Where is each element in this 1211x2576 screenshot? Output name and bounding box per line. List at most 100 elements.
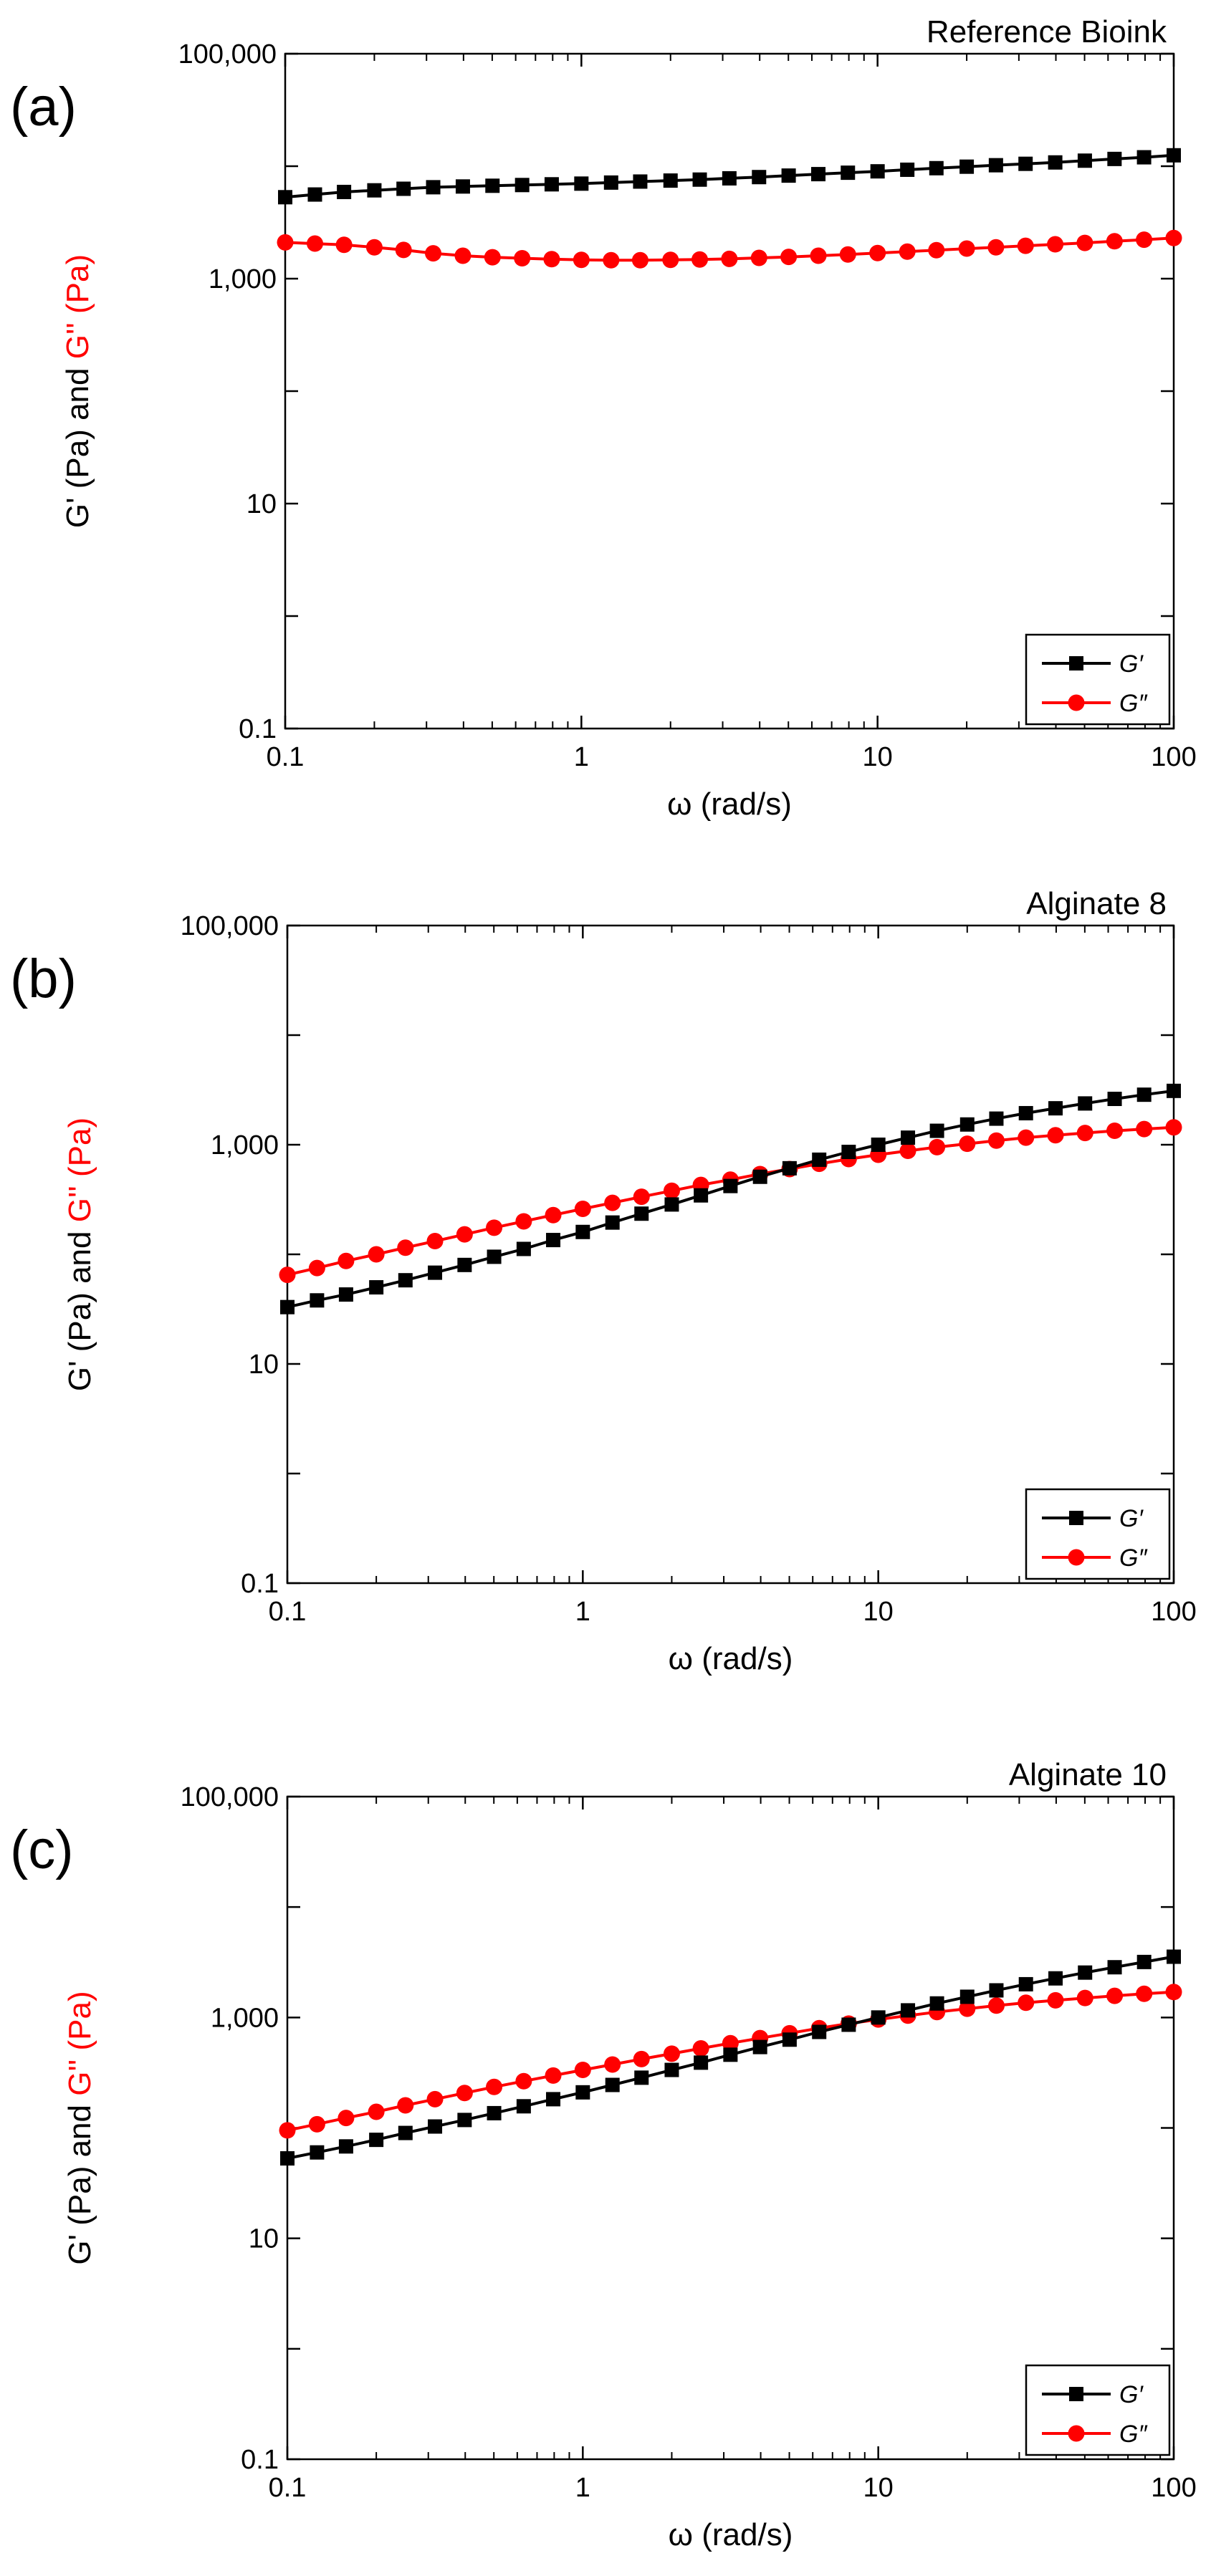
data-point (455, 179, 470, 194)
data-point (633, 1188, 650, 1206)
data-point (839, 246, 856, 263)
data-point (338, 1287, 353, 1302)
data-point (1018, 1976, 1033, 1991)
panel-label: (c) (10, 1820, 74, 1880)
data-point (664, 1197, 679, 1212)
data-point (1167, 1949, 1181, 1964)
data-point (1047, 236, 1064, 253)
y-tick-label: 0.1 (241, 1569, 279, 1599)
data-point (1107, 151, 1122, 166)
legend-marker (1069, 656, 1083, 671)
y-axis-label: G' (Pa) and G'' (Pa) (62, 1118, 97, 1391)
x-tick-label: 0.1 (269, 2473, 307, 2503)
legend-label: G″ (1119, 690, 1147, 717)
data-point (485, 178, 500, 193)
data-point (456, 1226, 473, 1243)
data-point (487, 2105, 502, 2120)
data-point (428, 2119, 443, 2134)
x-tick-label: 100 (1151, 742, 1196, 772)
data-point (308, 1259, 325, 1277)
data-point (1167, 148, 1181, 163)
legend: G′ G″ (1025, 633, 1171, 726)
legend-box (1025, 633, 1171, 726)
data-point (900, 162, 915, 177)
data-point (278, 190, 292, 205)
y-axis-label: G' (Pa) and G'' (Pa) (60, 254, 95, 528)
legend: G′ G″ (1025, 1488, 1171, 1580)
data-point (811, 167, 826, 182)
data-point (1136, 1120, 1153, 1138)
y-tick-label: 10 (249, 1350, 279, 1380)
data-point (633, 174, 648, 189)
data-point (1048, 1971, 1063, 1986)
series-g-prime (280, 1949, 1181, 2166)
data-point (870, 164, 885, 179)
series-line (287, 1089, 1174, 1309)
data-point (308, 2115, 325, 2133)
data-point (899, 243, 916, 260)
data-point (989, 1983, 1004, 1998)
y-axis-label-gdoubleprime: G'' (Pa) (60, 254, 95, 359)
data-point (691, 251, 709, 268)
data-point (901, 2003, 916, 2018)
data-point (928, 241, 945, 259)
legend-marker (1069, 1511, 1083, 1525)
data-point (871, 2010, 886, 2025)
data-point (634, 2070, 649, 2085)
data-point (664, 2062, 679, 2077)
data-point (722, 170, 737, 186)
data-point (750, 249, 767, 266)
data-point (369, 2133, 384, 2148)
y-axis-label: G' (Pa) and G'' (Pa) (62, 1991, 97, 2264)
x-tick-label: 0.1 (269, 1597, 307, 1627)
chart-title: Alginate 10 (1009, 1757, 1167, 1792)
legend-label: G″ (1119, 2421, 1147, 2448)
data-point (546, 1233, 561, 1248)
x-tick-label: 100 (1151, 2473, 1196, 2503)
data-point (1136, 1985, 1153, 2002)
data-point (1048, 1101, 1063, 1116)
data-point (280, 1299, 295, 1315)
data-point (396, 181, 411, 196)
y-tick-label: 1,000 (211, 2003, 279, 2033)
data-point (959, 1117, 975, 1132)
data-point (514, 178, 530, 193)
data-point (575, 2085, 590, 2100)
data-point (279, 2122, 296, 2139)
data-point (782, 2032, 797, 2047)
data-point (1106, 233, 1123, 250)
y-axis-label-gprime: G' (Pa) and (62, 2096, 97, 2265)
data-point (841, 1145, 856, 1160)
data-point (514, 249, 531, 266)
data-point (1018, 156, 1033, 171)
data-point (338, 2139, 353, 2154)
data-point (752, 1169, 767, 1184)
chart-panel-c: 0.1 1 10 100 0.1 10 1,000 100,000 ω (rad/s) G' (P… (10, 1757, 1197, 2552)
data-point (987, 1997, 1005, 2014)
data-point (841, 2017, 856, 2032)
panel-label: (a) (10, 77, 77, 138)
data-point (337, 184, 352, 199)
data-point (959, 1135, 976, 1153)
data-point (721, 250, 738, 267)
data-point (456, 2085, 473, 2102)
data-point (368, 2103, 385, 2120)
data-point (487, 1249, 502, 1264)
y-axis-label-gprime: G' (Pa) and (62, 1222, 97, 1391)
data-point (1107, 1960, 1122, 1975)
data-point (1076, 234, 1093, 251)
series-g-prime (280, 1083, 1181, 1315)
data-point (1018, 1129, 1035, 1146)
data-point (631, 251, 648, 269)
data-point (605, 2077, 620, 2092)
data-point (368, 1246, 385, 1263)
data-point (574, 176, 589, 191)
data-point (988, 158, 1003, 173)
legend: G′ G″ (1025, 2364, 1171, 2456)
legend-marker (1068, 2425, 1085, 2442)
data-point (365, 239, 383, 256)
data-point (663, 173, 678, 188)
data-point (457, 1257, 472, 1272)
y-tick-label: 0.1 (241, 2445, 279, 2475)
data-point (543, 251, 560, 268)
